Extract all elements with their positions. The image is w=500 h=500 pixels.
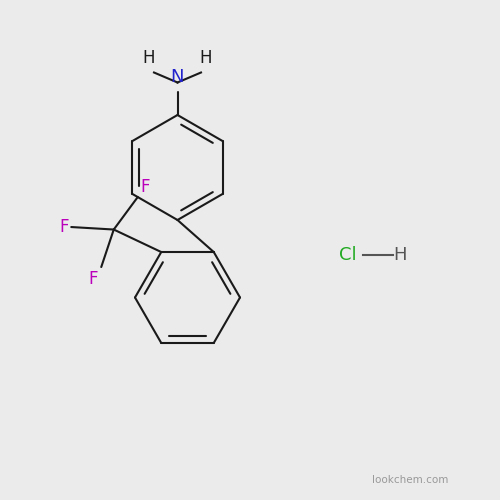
Text: H: H	[143, 50, 155, 68]
Text: H: H	[393, 246, 407, 264]
Text: N: N	[171, 68, 184, 86]
Text: Cl: Cl	[338, 246, 356, 264]
Text: F: F	[60, 218, 69, 236]
Text: F: F	[141, 178, 150, 196]
Text: H: H	[200, 50, 212, 68]
Text: lookchem.com: lookchem.com	[372, 475, 448, 485]
Text: F: F	[89, 270, 98, 288]
